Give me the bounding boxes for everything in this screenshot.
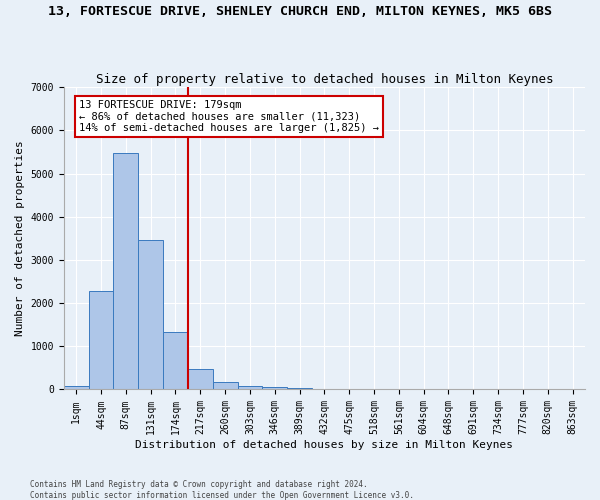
Text: Contains HM Land Registry data © Crown copyright and database right 2024.
Contai: Contains HM Land Registry data © Crown c…: [30, 480, 414, 500]
Bar: [238, 386, 262, 390]
Title: Size of property relative to detached houses in Milton Keynes: Size of property relative to detached ho…: [95, 73, 553, 86]
Bar: [113, 153, 138, 390]
Bar: [262, 388, 287, 390]
Bar: [188, 369, 212, 390]
Bar: [212, 382, 238, 390]
Y-axis label: Number of detached properties: Number of detached properties: [15, 140, 25, 336]
Bar: [64, 386, 89, 390]
Text: 13 FORTESCUE DRIVE: 179sqm
← 86% of detached houses are smaller (11,323)
14% of : 13 FORTESCUE DRIVE: 179sqm ← 86% of deta…: [79, 100, 379, 134]
Bar: [287, 388, 312, 390]
Bar: [89, 291, 113, 390]
Text: 13, FORTESCUE DRIVE, SHENLEY CHURCH END, MILTON KEYNES, MK5 6BS: 13, FORTESCUE DRIVE, SHENLEY CHURCH END,…: [48, 5, 552, 18]
Bar: [163, 332, 188, 390]
Bar: [138, 240, 163, 390]
X-axis label: Distribution of detached houses by size in Milton Keynes: Distribution of detached houses by size …: [136, 440, 514, 450]
